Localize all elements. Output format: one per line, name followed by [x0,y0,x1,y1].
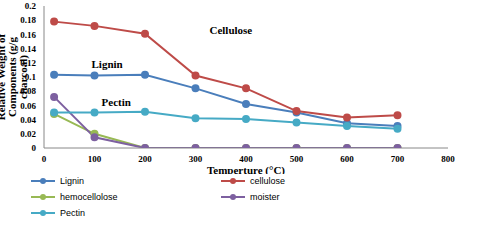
svg-text:500: 500 [290,154,304,164]
svg-text:0: 0 [32,143,37,153]
svg-text:Pectin: Pectin [102,96,131,108]
svg-text:0.16: 0.16 [20,30,36,40]
svg-text:Temperture (°C): Temperture (°C) [207,164,285,174]
svg-text:700: 700 [391,154,405,164]
svg-text:300: 300 [189,154,203,164]
svg-text:800: 800 [441,154,455,164]
svg-text:0.14: 0.14 [20,44,36,54]
svg-text:0.2: 0.2 [25,1,37,11]
svg-text:0.06: 0.06 [20,101,36,111]
svg-text:Lignin: Lignin [92,58,123,70]
svg-text:0.1: 0.1 [25,72,37,82]
svg-text:0.04: 0.04 [20,115,36,125]
svg-text:600: 600 [340,154,354,164]
svg-text:0.08: 0.08 [20,86,36,96]
svg-text:100: 100 [88,154,102,164]
svg-text:0.18: 0.18 [20,15,36,25]
svg-text:Cellulose: Cellulose [209,24,252,36]
svg-text:200: 200 [138,154,152,164]
svg-text:400: 400 [239,154,253,164]
svg-text:0.02: 0.02 [20,129,36,139]
svg-text:0: 0 [42,154,47,164]
svg-text:0.12: 0.12 [20,58,36,68]
